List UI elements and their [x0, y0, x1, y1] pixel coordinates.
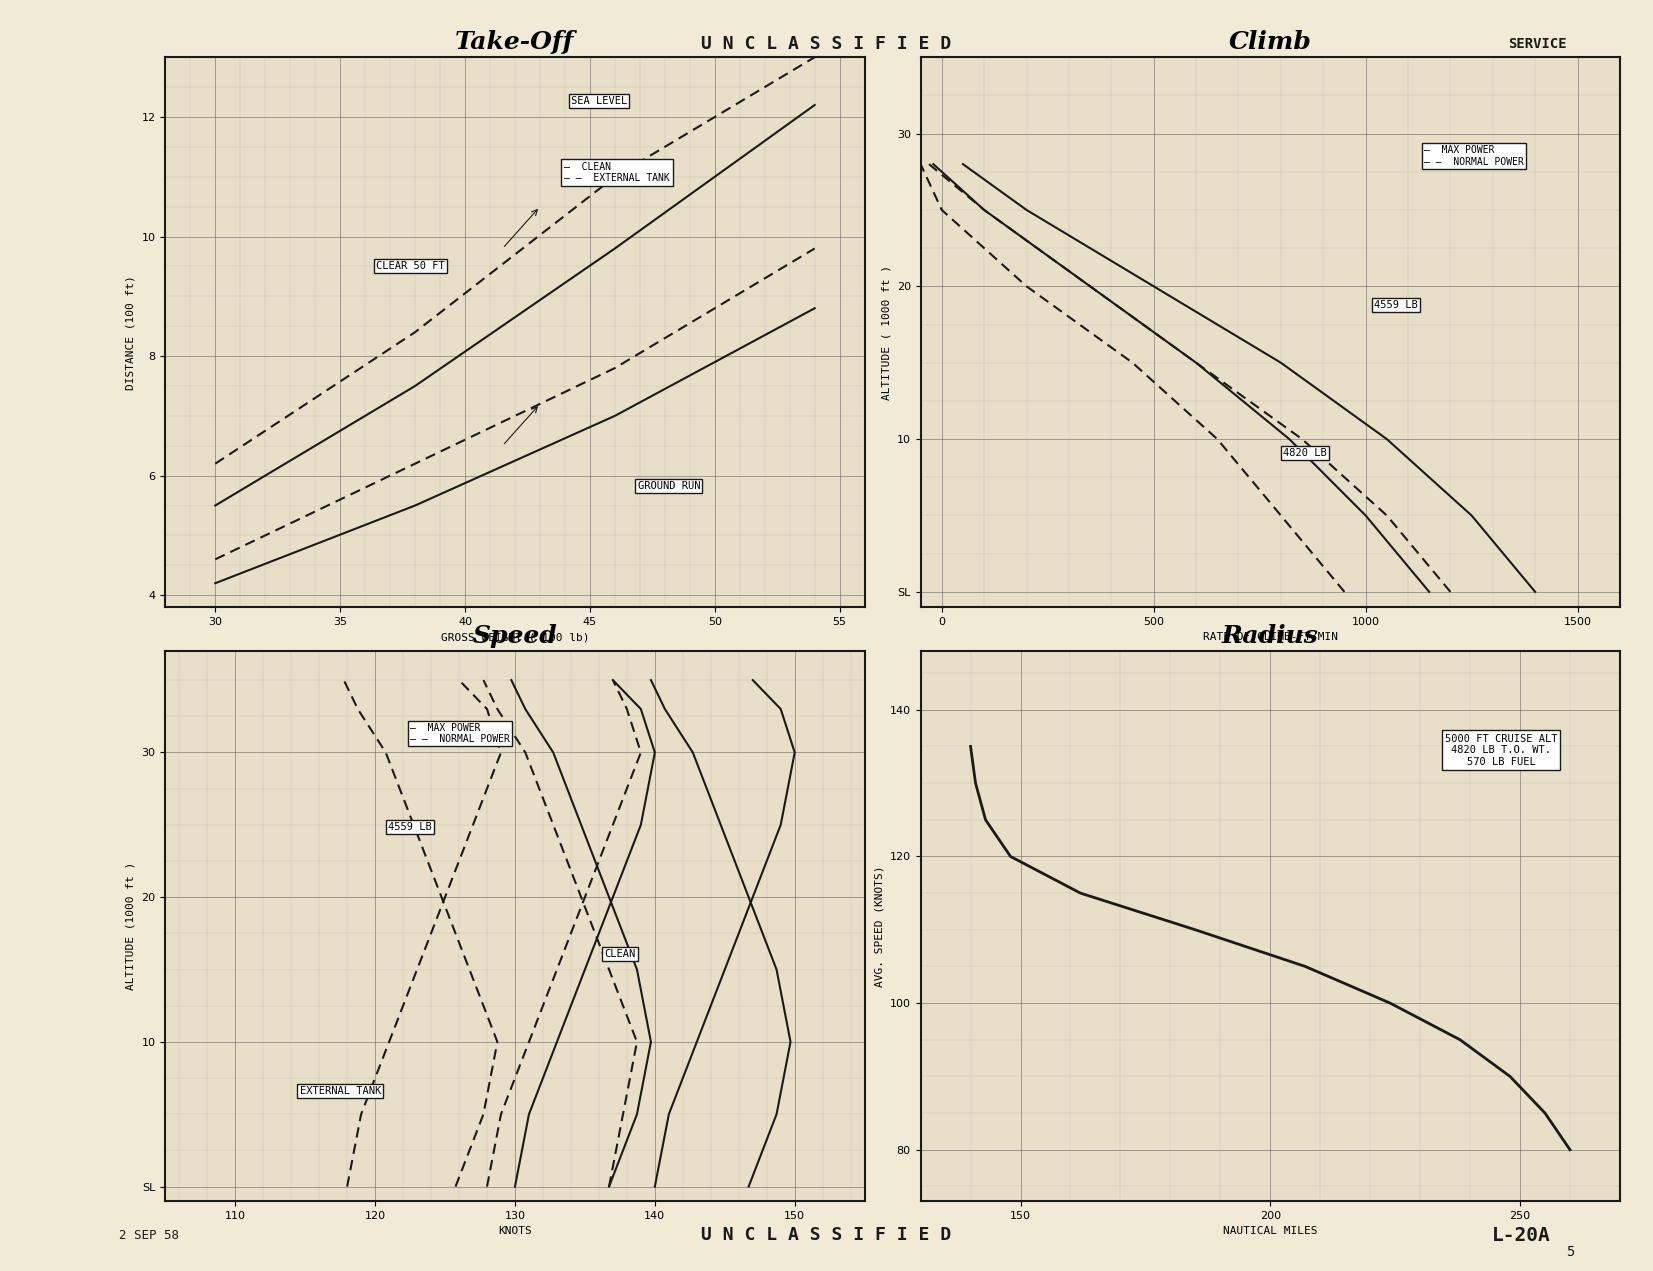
- Title: Speed: Speed: [473, 624, 557, 648]
- Y-axis label: ALTITUDE ( 1000 ft ): ALTITUDE ( 1000 ft ): [881, 264, 891, 399]
- X-axis label: GROSS WEIGHT ( 100 lb): GROSS WEIGHT ( 100 lb): [441, 633, 588, 642]
- Text: —  MAX POWER
– –  NORMAL POWER: — MAX POWER – – NORMAL POWER: [410, 723, 509, 745]
- Text: SERVICE: SERVICE: [1508, 37, 1567, 52]
- Text: 4559 LB: 4559 LB: [388, 822, 431, 833]
- X-axis label: RATE OF CLIMB-FT/MIN: RATE OF CLIMB-FT/MIN: [1203, 633, 1337, 642]
- Text: 5000 FT CRUISE ALT
4820 LB T.O. WT.
570 LB FUEL: 5000 FT CRUISE ALT 4820 LB T.O. WT. 570 …: [1445, 733, 1557, 766]
- Text: U N C L A S S I F I E D: U N C L A S S I F I E D: [701, 1227, 952, 1244]
- Text: GROUND RUN: GROUND RUN: [638, 482, 701, 491]
- Title: Radius: Radius: [1222, 624, 1319, 648]
- Text: SEA LEVEL: SEA LEVEL: [570, 97, 626, 107]
- Text: EXTERNAL TANK: EXTERNAL TANK: [299, 1087, 380, 1096]
- Text: 4559 LB: 4559 LB: [1374, 300, 1418, 310]
- X-axis label: NAUTICAL MILES: NAUTICAL MILES: [1223, 1227, 1317, 1237]
- Y-axis label: ALTITUDE (1000 ft ): ALTITUDE (1000 ft ): [126, 862, 136, 990]
- Text: 2 SEP 58: 2 SEP 58: [119, 1229, 179, 1242]
- Y-axis label: AVG. SPEED (KNOTS): AVG. SPEED (KNOTS): [874, 866, 884, 986]
- Text: CLEAR 50 FT: CLEAR 50 FT: [375, 261, 445, 271]
- Text: L-20A: L-20A: [1491, 1227, 1551, 1244]
- Text: —  MAX POWER
– –  NORMAL POWER: — MAX POWER – – NORMAL POWER: [1425, 145, 1524, 167]
- Text: 5: 5: [1565, 1244, 1575, 1260]
- Title: Climb: Climb: [1228, 29, 1312, 53]
- Y-axis label: DISTANCE (100 ft): DISTANCE (100 ft): [126, 275, 136, 389]
- Text: 4820 LB: 4820 LB: [1283, 449, 1327, 458]
- Text: U N C L A S S I F I E D: U N C L A S S I F I E D: [701, 36, 952, 53]
- X-axis label: KNOTS: KNOTS: [498, 1227, 532, 1237]
- Text: CLEAN: CLEAN: [605, 948, 635, 958]
- Title: Take-Off: Take-Off: [455, 29, 575, 53]
- Text: —  CLEAN
– –  EXTERNAL TANK: — CLEAN – – EXTERNAL TANK: [564, 161, 669, 183]
